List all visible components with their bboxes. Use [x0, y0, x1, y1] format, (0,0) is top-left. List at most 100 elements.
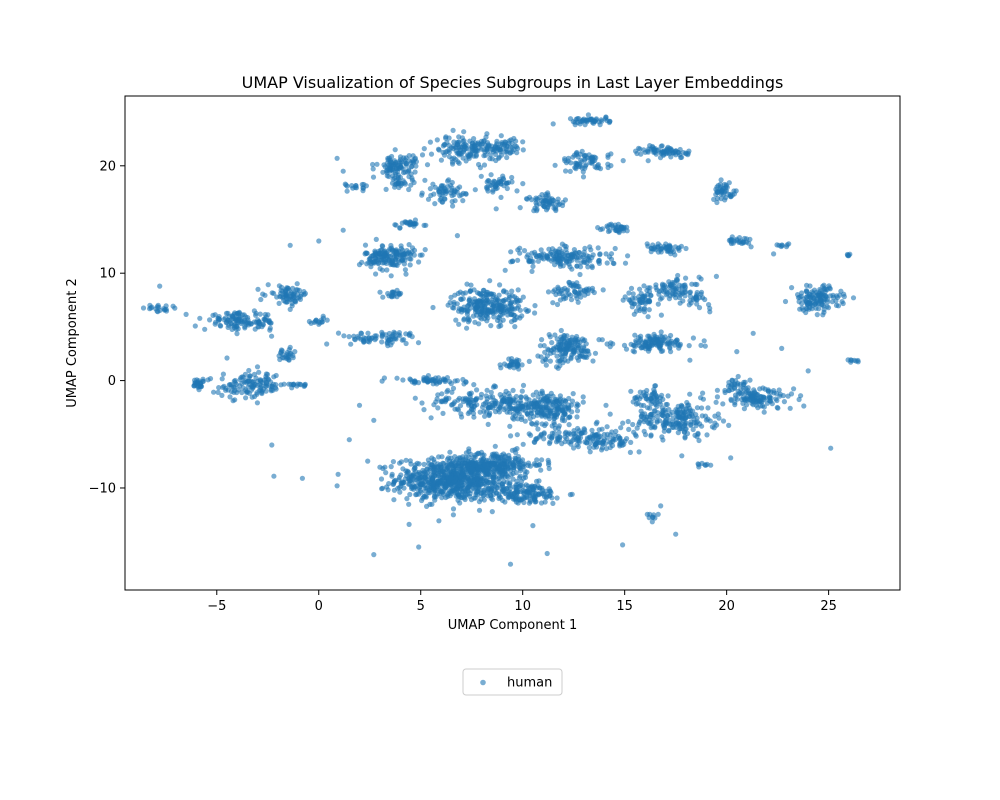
scatter-point: [524, 196, 530, 202]
scatter-point: [734, 349, 740, 355]
scatter-point: [531, 208, 537, 214]
scatter-point: [628, 341, 634, 347]
scatter-point: [380, 331, 386, 337]
scatter-point: [608, 221, 614, 227]
scatter-point: [385, 487, 391, 493]
scatter-point: [708, 462, 714, 468]
scatter-point: [562, 398, 569, 404]
scatter-point: [376, 260, 382, 266]
scatter-point: [257, 311, 263, 317]
scatter-point: [814, 312, 820, 318]
scatter-point: [568, 431, 574, 437]
scatter-point: [735, 373, 741, 380]
x-tick-label: 10: [514, 599, 531, 614]
scatter-point: [569, 491, 575, 497]
scatter-point: [491, 314, 497, 320]
scatter-point: [527, 498, 534, 505]
scatter-point: [480, 401, 487, 407]
scatter-point: [562, 243, 568, 249]
scatter-point: [555, 199, 561, 205]
scatter-point: [477, 298, 483, 304]
scatter-point: [667, 293, 673, 299]
scatter-point: [674, 276, 680, 282]
scatter-point: [481, 492, 487, 498]
scatter-point: [620, 420, 626, 426]
scatter-point: [407, 491, 413, 498]
scatter-point: [480, 467, 486, 474]
scatter-point: [679, 154, 685, 160]
scatter-point: [661, 425, 667, 431]
scatter-point: [442, 484, 449, 490]
scatter-point: [416, 544, 422, 550]
scatter-point: [394, 375, 400, 381]
scatter-point: [215, 315, 221, 322]
scatter-point: [761, 409, 767, 415]
scatter-point: [467, 296, 473, 302]
scatter-point: [804, 282, 810, 288]
scatter-point: [743, 395, 749, 401]
scatter-point: [451, 192, 457, 198]
scatter-point: [258, 385, 264, 391]
scatter-point: [723, 182, 729, 188]
scatter-point: [526, 259, 532, 265]
scatter-point: [258, 296, 264, 303]
scatter-point: [424, 162, 431, 168]
scatter-point: [668, 248, 674, 254]
scatter-point: [287, 242, 293, 248]
scatter-point: [741, 385, 747, 391]
scatter-point: [541, 436, 547, 442]
scatter-point: [550, 400, 556, 406]
scatter-point: [521, 490, 527, 496]
scatter-point: [511, 416, 517, 422]
scatter-point: [706, 302, 712, 308]
scatter-point: [636, 335, 642, 341]
scatter-point: [562, 197, 569, 203]
scatter-point: [655, 301, 661, 307]
scatter-point: [260, 321, 266, 327]
scatter-point: [373, 236, 379, 242]
scatter-point: [530, 523, 536, 529]
scatter-point: [302, 381, 308, 387]
scatter-point: [613, 428, 619, 434]
scatter-point: [451, 155, 457, 161]
scatter-point: [501, 457, 507, 463]
scatter-point: [406, 186, 412, 193]
scatter-point: [572, 282, 578, 288]
scatter-point: [458, 411, 464, 417]
scatter-point: [391, 497, 397, 503]
scatter-point: [629, 295, 636, 302]
scatter-point: [419, 192, 425, 198]
scatter-point: [506, 292, 512, 298]
scatter-point: [183, 311, 189, 317]
scatter-point: [481, 497, 487, 503]
scatter-point: [650, 514, 656, 520]
scatter-point: [381, 375, 387, 381]
scatter-point: [497, 362, 503, 368]
scatter-point: [487, 466, 493, 472]
scatter-point: [431, 468, 437, 474]
scatter-point: [756, 398, 763, 404]
scatter-point: [439, 495, 445, 501]
scatter-point: [451, 489, 458, 495]
scatter-point: [535, 353, 541, 359]
scatter-point: [421, 461, 427, 467]
scatter-point: [382, 464, 388, 470]
scatter-point: [600, 438, 606, 444]
scatter-point: [659, 281, 666, 287]
scatter-point: [283, 287, 289, 294]
scatter-point: [699, 423, 705, 429]
scatter-point: [714, 422, 720, 428]
scatter-point: [825, 305, 832, 311]
scatter-point: [468, 397, 474, 403]
scatter-point: [571, 445, 577, 451]
scatter-point: [416, 259, 422, 265]
scatter-point: [608, 251, 615, 257]
scatter-point: [577, 264, 584, 270]
scatter-point: [641, 283, 647, 289]
scatter-point: [855, 359, 861, 365]
scatter-point: [679, 453, 685, 459]
scatter-point: [410, 473, 416, 479]
scatter-point: [225, 324, 231, 330]
y-tick-label: 20: [99, 159, 116, 174]
scatter-point: [666, 151, 672, 157]
